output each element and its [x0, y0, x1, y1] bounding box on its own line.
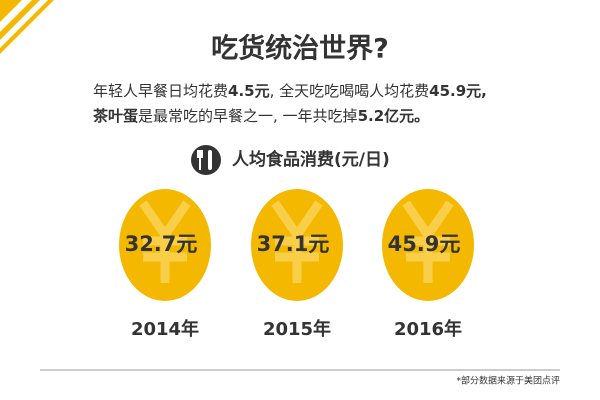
- subtitle-segment: 茶叶蛋: [93, 107, 138, 125]
- year-label: 2015年: [263, 318, 331, 340]
- title: 吃货统治世界?: [211, 33, 389, 65]
- subtitle-segment: 4.5元: [228, 82, 270, 100]
- subtitle-line: 茶叶蛋是最常吃的早餐之一, 一年共吃掉5.2亿元。: [93, 107, 429, 125]
- section-title: 人均食品消费(元/日): [232, 149, 390, 170]
- year-label: 2016年: [394, 318, 462, 340]
- yen-symbol: [271, 200, 323, 283]
- subtitle-segment: , 全天吃吃喝喝人均花费: [270, 82, 430, 100]
- yen-path: [139, 200, 191, 283]
- fork-icon: [191, 145, 221, 175]
- yen-symbol: [139, 200, 191, 283]
- year-label: 2014年: [131, 318, 199, 340]
- footer-note: *部分数据来源于美团点评: [456, 375, 560, 387]
- coins: 32.7元 2014年 37.1元 2015年 45.9元 2016年: [119, 189, 474, 340]
- coin-value: 32.7元: [125, 232, 198, 256]
- yen-symbol: [402, 200, 454, 283]
- subtitle-segment: 是最常吃的早餐之一, 一年共吃掉: [138, 107, 358, 125]
- subtitle-segment: 年轻人早餐日均花费: [93, 82, 228, 100]
- subtitle-segment: 5.2亿元。: [358, 107, 430, 125]
- corner-stripes: [0, 0, 54, 54]
- yen-path: [402, 200, 454, 283]
- coin-value: 37.1元: [257, 232, 330, 256]
- subtitle-segment: 45.9元,: [429, 82, 487, 100]
- coin-value: 45.9元: [388, 232, 461, 256]
- yen-path: [271, 200, 323, 283]
- subtitle-line: 年轻人早餐日均花费4.5元, 全天吃吃喝喝人均花费45.9元,: [93, 82, 487, 100]
